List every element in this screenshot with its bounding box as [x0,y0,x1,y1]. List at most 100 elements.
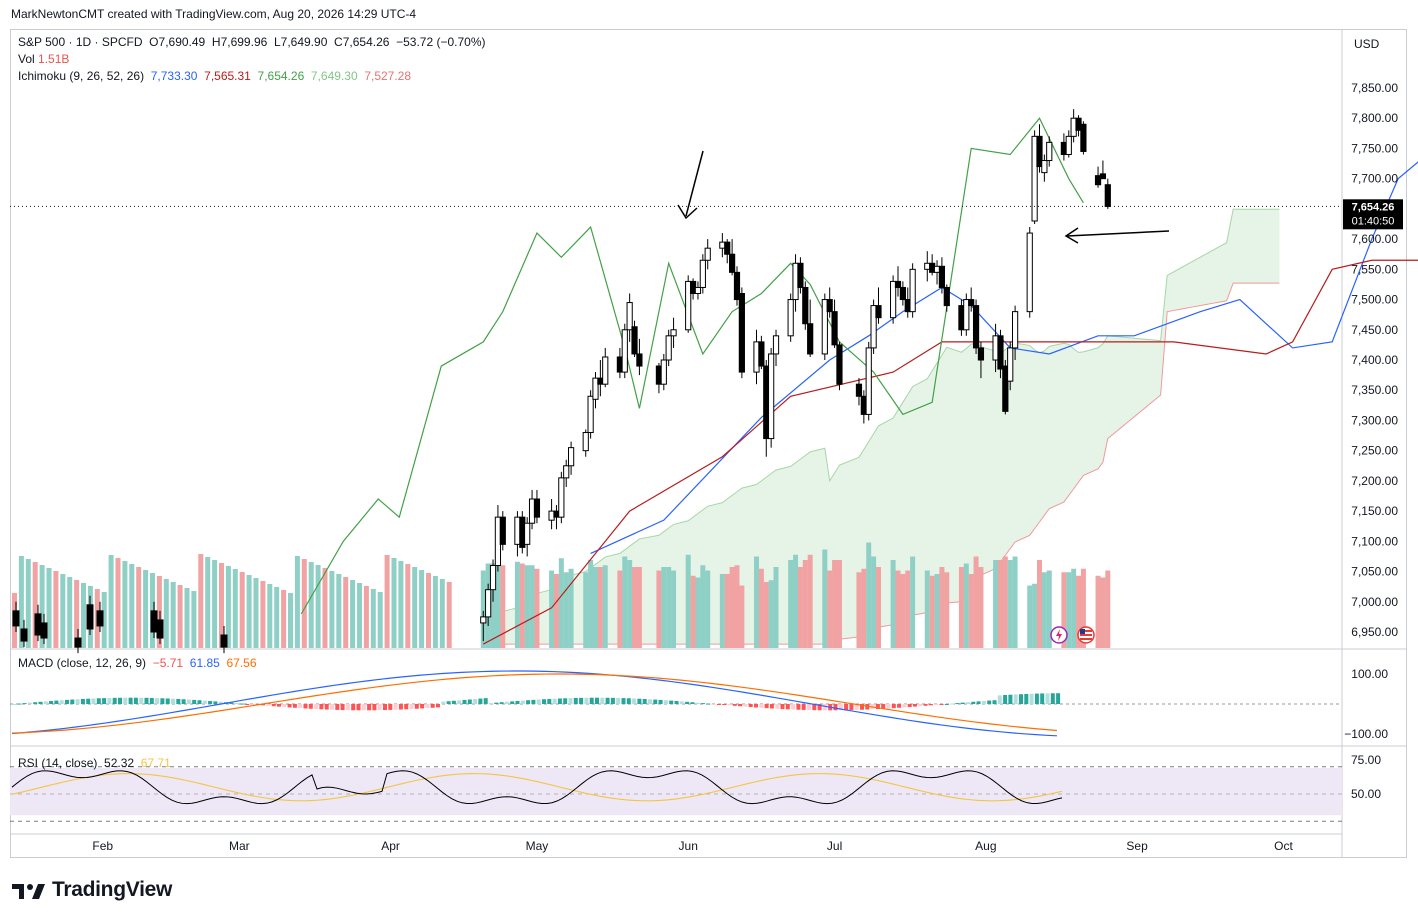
candle [855,383,863,397]
macd-hist-bar [462,699,467,704]
macd-hist-bar [971,701,976,704]
macd-hist-bar [144,697,149,704]
volume-bar [666,567,672,648]
chikou-value: 7,654.26 [257,69,305,83]
volume-bar [617,570,623,648]
macd-hist-bar [817,704,822,711]
time-axis[interactable]: Feb Mar Apr May Jun Jul Aug Sep Oct [92,839,1293,853]
macd-hist-bar [716,704,721,705]
symbol-name[interactable]: S&P 500 · 1D · SPCFD [18,35,143,49]
volume-bar [534,568,540,648]
volume-bar [597,567,603,648]
volume-bar [558,558,564,648]
candle [631,326,638,355]
volume-bar [432,576,438,648]
volume-bar [524,565,530,648]
price-tick-label: 7,200.00 [1351,474,1398,488]
lightning-icon[interactable] [1050,626,1068,644]
close-value: 7,654.26 [342,35,390,49]
candle [963,299,970,331]
price-tick-label: 7,350.00 [1351,383,1398,397]
volume-bar [336,574,342,648]
macd-hist-bar [981,700,986,704]
macd-hist-bar [875,704,880,710]
volume-bar [426,573,431,648]
volume-bar [1095,575,1101,648]
us-flag-icon[interactable] [1077,626,1095,644]
macd-hist-bar [1050,693,1055,704]
macd-hist-bar [854,704,859,710]
volume-bar [1036,560,1042,648]
volume-bar [832,560,838,648]
volume-bar [274,587,280,648]
candle [870,305,877,349]
volume-bar [622,556,628,648]
volume-bar [934,574,940,648]
rsi-legend: RSI (14, close) 52.32 67.71 [18,756,171,770]
time-tick-label: Jun [679,839,698,853]
volume-bar [592,567,598,648]
macd-hist-bar [754,704,758,708]
macd-hist-bar [515,700,520,704]
volume-bar [636,567,642,648]
macd-hist-bar [202,700,207,704]
macd-hist-bar [939,704,944,705]
macd-hist-bar [573,697,578,704]
macd-hist-bar [780,704,785,710]
currency-label[interactable]: USD [1354,37,1380,51]
volume-bar [802,560,808,648]
macd-hist-bar [112,697,117,704]
macd-hist-bar [213,701,218,704]
macd-hist-bar [584,697,589,704]
macd-hist-bar [807,704,811,711]
volume-bar [807,554,813,648]
volume-bar [875,567,881,648]
candle [899,286,906,301]
candle [865,347,872,415]
volume-bar [490,563,496,648]
macd-hist-bar [489,703,493,705]
tradingview-logo[interactable]: TradingView [12,877,172,903]
volume-bar [32,562,38,648]
volume-bar [357,583,362,648]
candle [694,286,702,295]
candle [524,522,531,545]
price-tag: 7,654.26 01:40:50 [1343,199,1403,230]
macd-hist-bar [218,701,223,704]
macd-hist-bar [499,702,504,704]
candle [875,305,882,319]
macd-hist-bar [711,704,716,705]
macd-hist-bar [49,700,54,704]
macd-hist-bar [86,698,91,704]
price-axis[interactable]: 7,850.00 7,800.00 7,750.00 7,700.00 7,600.00… [1344,81,1398,801]
macd-hist-bar [33,702,38,704]
candle [563,465,570,479]
macd-hist-bar [229,702,234,704]
open-value: 7,690.49 [158,35,206,49]
candle [156,619,164,639]
candle [1094,175,1102,186]
volume-bar [871,556,877,648]
macd-hist-bar [372,704,377,711]
candle [86,604,94,630]
macd-hist-bar [992,700,997,704]
candle [533,498,541,518]
volume-bar [205,557,211,648]
candle [636,353,643,367]
macd-hist-bar [913,704,917,707]
macd-hist-bar [547,698,552,704]
candles [12,109,1111,654]
macd-hist-bar [844,704,849,711]
volume-bar [939,567,945,648]
volume-bar [827,570,833,648]
volume-bar [1071,568,1077,648]
macd-hist-bar [303,704,308,709]
volume-bar [191,591,197,648]
macd-hist-bar [669,700,674,704]
candle [587,395,594,434]
macd-hist-bar [80,698,85,704]
macd-hist-bar [610,697,615,704]
macd-hist-bar [542,699,546,704]
candle [40,622,48,639]
